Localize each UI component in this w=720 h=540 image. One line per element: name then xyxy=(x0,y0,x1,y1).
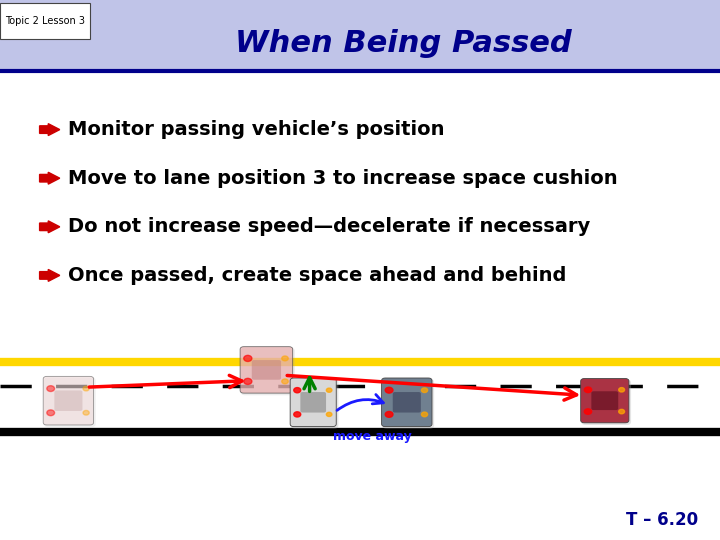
Circle shape xyxy=(83,386,89,391)
Circle shape xyxy=(47,410,55,416)
Circle shape xyxy=(326,388,332,392)
Circle shape xyxy=(294,412,301,417)
Circle shape xyxy=(282,356,288,361)
Circle shape xyxy=(585,387,592,393)
FancyBboxPatch shape xyxy=(44,377,96,427)
Circle shape xyxy=(618,388,624,392)
Circle shape xyxy=(326,413,332,416)
FancyBboxPatch shape xyxy=(290,378,336,427)
Text: Once passed, create space ahead and behind: Once passed, create space ahead and behi… xyxy=(68,266,567,285)
Circle shape xyxy=(83,410,89,415)
FancyBboxPatch shape xyxy=(240,348,295,395)
Circle shape xyxy=(385,411,393,417)
Text: Do not increase speed—decelerate if necessary: Do not increase speed—decelerate if nece… xyxy=(68,217,590,237)
FancyBboxPatch shape xyxy=(393,392,420,413)
Circle shape xyxy=(421,388,428,393)
FancyBboxPatch shape xyxy=(291,379,338,429)
Circle shape xyxy=(282,379,288,384)
Circle shape xyxy=(421,412,428,417)
Bar xyxy=(0,0,720,71)
Circle shape xyxy=(243,379,252,384)
Circle shape xyxy=(385,387,393,393)
FancyArrow shape xyxy=(40,221,60,233)
Text: Topic 2 Lesson 3: Topic 2 Lesson 3 xyxy=(4,16,85,26)
Text: Monitor passing vehicle’s position: Monitor passing vehicle’s position xyxy=(68,120,445,139)
FancyBboxPatch shape xyxy=(55,390,82,411)
FancyArrow shape xyxy=(40,172,60,184)
Text: move away: move away xyxy=(333,430,412,443)
FancyBboxPatch shape xyxy=(300,392,326,413)
FancyArrow shape xyxy=(40,124,60,136)
Text: T – 6.20: T – 6.20 xyxy=(626,511,698,529)
FancyBboxPatch shape xyxy=(580,379,629,423)
FancyBboxPatch shape xyxy=(0,3,90,39)
FancyBboxPatch shape xyxy=(43,376,94,425)
Bar xyxy=(0,362,720,432)
Text: Move to lane position 3 to increase space cushion: Move to lane position 3 to increase spac… xyxy=(68,168,618,188)
FancyBboxPatch shape xyxy=(252,360,281,380)
FancyBboxPatch shape xyxy=(240,347,292,393)
Circle shape xyxy=(294,388,301,393)
Text: When Being Passed: When Being Passed xyxy=(235,29,572,58)
Circle shape xyxy=(243,355,252,361)
FancyBboxPatch shape xyxy=(382,379,434,429)
FancyBboxPatch shape xyxy=(382,378,432,427)
Circle shape xyxy=(585,409,592,414)
FancyBboxPatch shape xyxy=(591,392,618,410)
FancyBboxPatch shape xyxy=(582,380,631,425)
Circle shape xyxy=(618,409,624,414)
FancyArrow shape xyxy=(40,269,60,281)
Circle shape xyxy=(47,386,55,392)
